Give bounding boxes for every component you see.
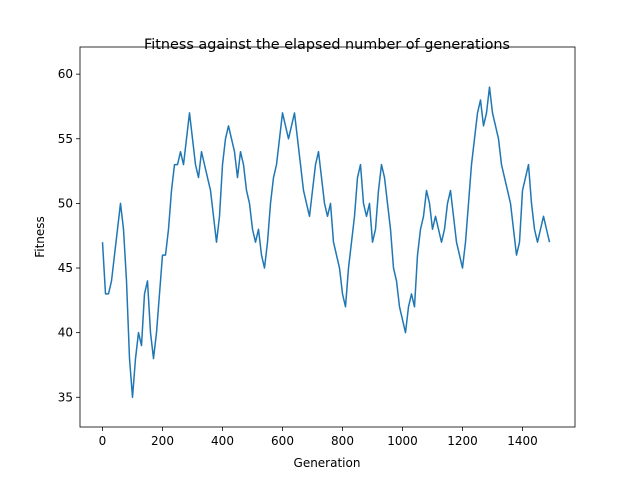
y-tick-label: 45 bbox=[58, 261, 73, 275]
y-axis-label: Fitness bbox=[33, 216, 47, 258]
x-tick-label: 1400 bbox=[507, 434, 538, 448]
y-tick-label: 50 bbox=[58, 196, 73, 210]
x-tick-label: 800 bbox=[331, 434, 354, 448]
x-tick-label: 400 bbox=[211, 434, 234, 448]
chart-title: Fitness against the elapsed number of ge… bbox=[144, 37, 510, 53]
data-line bbox=[101, 86, 551, 399]
y-tick-label: 40 bbox=[58, 326, 73, 340]
x-tick-label: 600 bbox=[271, 434, 294, 448]
x-tick-label: 1200 bbox=[447, 434, 478, 448]
y-tick-label: 55 bbox=[58, 132, 73, 146]
x-tick-label: 0 bbox=[99, 434, 107, 448]
x-tick-label: 200 bbox=[151, 434, 174, 448]
axes-frame bbox=[79, 46, 576, 428]
x-tick-label: 1000 bbox=[387, 434, 418, 448]
y-tick-label: 35 bbox=[58, 390, 73, 404]
y-tick-label: 60 bbox=[58, 67, 73, 81]
x-axis-label: Generation bbox=[294, 456, 361, 470]
